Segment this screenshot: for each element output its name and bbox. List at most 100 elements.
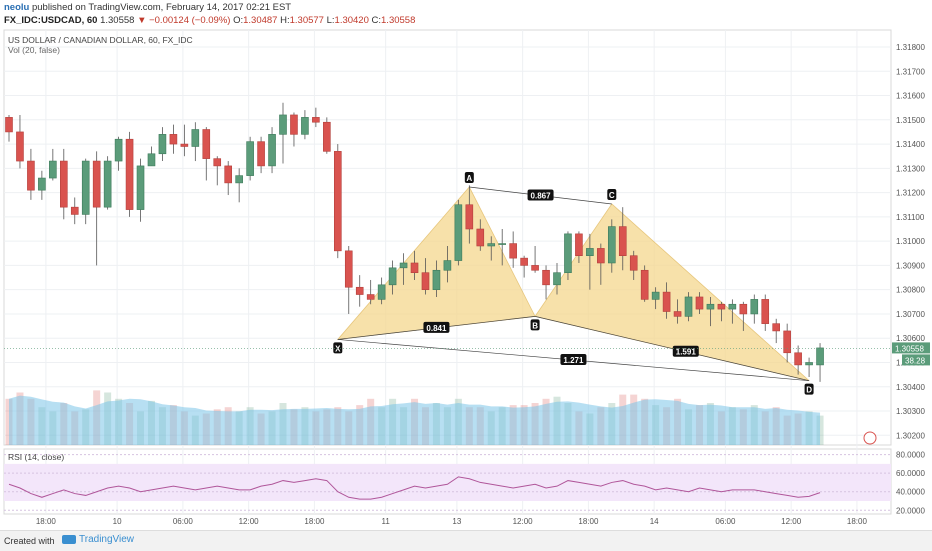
close-value: 1.30558	[381, 15, 416, 26]
candle-up	[377, 284, 386, 300]
price-tick-label: 1.30600	[896, 334, 925, 343]
pattern-ratio-badge	[527, 189, 554, 201]
candle-up	[607, 226, 616, 264]
low-value: 1.30420	[334, 15, 369, 26]
last-price-label: 1.30558	[895, 344, 924, 353]
price-tick-label: 1.30800	[896, 286, 925, 295]
candle-down	[618, 226, 627, 257]
price-tick-label: 1.31400	[896, 140, 925, 149]
candle-down	[290, 114, 298, 135]
candle-down	[794, 352, 802, 366]
time-tick-label: 12:00	[239, 517, 260, 526]
candle-down	[323, 121, 331, 152]
volume-value-label: 38.28	[905, 356, 926, 365]
candle-down	[465, 204, 474, 230]
price-change: ▼ −0.00124 (−0.09%)	[137, 15, 231, 26]
candle-down	[542, 269, 550, 286]
candle-up	[279, 114, 287, 135]
time-tick-label: 18:00	[36, 517, 57, 526]
footer: Created with TradingView	[0, 530, 932, 551]
candle-down	[739, 303, 748, 315]
candle-up	[246, 141, 254, 176]
price-chart[interactable]: X A B C D 0.841 0.867 1.591 1.271 80.0000 60.0000…	[0, 0, 932, 530]
price-tick-label: 1.31100	[896, 213, 925, 222]
candle-up	[586, 248, 594, 257]
flag-icon	[863, 431, 877, 445]
candle-up	[49, 160, 57, 179]
candle-up	[498, 243, 507, 245]
candle-up	[651, 291, 660, 300]
candle-down	[673, 311, 682, 317]
candle-up	[750, 299, 759, 315]
pattern-ratio-label: 1.271	[563, 356, 584, 365]
candle-down	[520, 257, 528, 266]
pattern-point-label: A	[466, 174, 472, 183]
username-link[interactable]: neolu	[4, 2, 30, 13]
candle-down	[695, 296, 704, 310]
price-tick-label: 1.30700	[896, 310, 925, 319]
time-tick-label: 06:00	[173, 517, 194, 526]
candle-down	[772, 323, 781, 332]
price-tick-label: 1.31300	[896, 164, 925, 173]
candle-up	[388, 267, 397, 286]
time-tick-label: 14	[650, 517, 659, 526]
candle-down	[5, 117, 13, 133]
candle-up	[443, 260, 452, 271]
last-price-badge	[892, 342, 930, 354]
price-tick-label: 1.30300	[896, 407, 925, 416]
candle-up	[564, 233, 572, 273]
candle-down	[421, 272, 430, 290]
symbol-label[interactable]: FX_IDC:USDCAD, 60	[4, 15, 98, 26]
price-tick-label: 1.31600	[896, 92, 925, 101]
tradingview-logo[interactable]: TradingView	[62, 534, 134, 545]
pattern-ratio-label: 0.841	[426, 324, 447, 333]
candle-up	[454, 204, 463, 261]
price-tick-label: 1.31500	[896, 116, 925, 125]
candle-up	[432, 269, 441, 290]
candle-down	[70, 206, 79, 215]
time-tick-label: 18:00	[847, 517, 868, 526]
candle-up	[235, 175, 243, 184]
candle-down	[224, 165, 232, 184]
candle-down	[27, 160, 35, 191]
candle-down	[169, 134, 178, 145]
rsi-tick-label: 60.0000	[896, 469, 925, 478]
price-tick-label: 1.30200	[896, 431, 925, 440]
candle-up	[816, 347, 824, 366]
candle-down	[717, 303, 726, 310]
candle-up	[487, 243, 496, 247]
pattern-point-badge	[464, 172, 474, 184]
rsi-tick-label: 20.0000	[896, 506, 925, 515]
candle-down	[575, 233, 583, 257]
candle-down	[257, 141, 265, 167]
candle-down	[355, 286, 364, 295]
pattern-line-bd	[535, 316, 810, 382]
rsi-indicator-label: RSI (14, close)	[8, 452, 64, 462]
candle-down	[476, 228, 485, 247]
candle-down	[509, 243, 517, 259]
candle-down	[640, 269, 649, 300]
time-tick-label: 13	[452, 517, 461, 526]
price-tick-label: 1.31800	[896, 43, 925, 52]
candle-up	[399, 262, 408, 269]
time-tick-label: 06:00	[715, 517, 736, 526]
pattern-ratio-badge	[560, 354, 587, 366]
candle-up	[684, 296, 693, 317]
candle-up	[81, 160, 90, 215]
volume-value-badge	[902, 354, 930, 366]
last-price: 1.30558	[100, 15, 135, 26]
candle-up	[147, 153, 156, 167]
time-tick-label: 18:00	[578, 517, 599, 526]
candle-up	[38, 177, 46, 191]
pattern-point-badge	[804, 383, 814, 395]
candle-up	[553, 272, 561, 286]
time-tick-label: 18:00	[304, 517, 325, 526]
pattern-ratio-label: 0.867	[531, 192, 552, 201]
candle-down	[202, 129, 211, 159]
candle-down	[597, 248, 605, 264]
candle-up	[114, 138, 123, 162]
candle-down	[761, 299, 770, 324]
candle-up	[136, 165, 145, 210]
candle-down	[59, 160, 68, 208]
rsi-tick-label: 80.0000	[896, 451, 925, 460]
